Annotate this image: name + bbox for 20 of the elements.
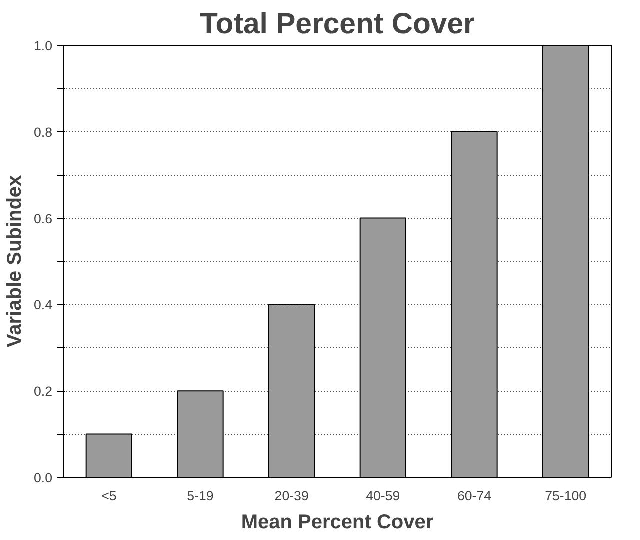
bar (86, 434, 132, 478)
x-tick-label: 60-74 (457, 488, 492, 504)
x-axis-title: Mean Percent Cover (241, 512, 434, 534)
bar (451, 131, 498, 478)
x-tick-label: <5 (102, 488, 117, 504)
y-tick-label: 0.2 (34, 384, 53, 400)
x-tick-label: 20-39 (274, 488, 309, 504)
chart-title: Total Percent Cover (200, 8, 475, 40)
y-tick-label: 0.6 (34, 211, 53, 226)
y-axis-title: Variable Subindex (4, 175, 26, 348)
bar (177, 390, 224, 478)
bar (268, 304, 316, 478)
y-tick-label: 0.8 (34, 124, 53, 140)
y-tick-label: 0.4 (34, 298, 54, 313)
x-tick-label: 40-59 (366, 488, 400, 504)
bar (360, 218, 406, 478)
y-tick-label: 1.0 (34, 38, 53, 54)
y-tick-label: 0.0 (34, 470, 53, 486)
x-tick-label: 5-19 (187, 488, 214, 504)
x-tick-label: 75-100 (545, 488, 587, 504)
